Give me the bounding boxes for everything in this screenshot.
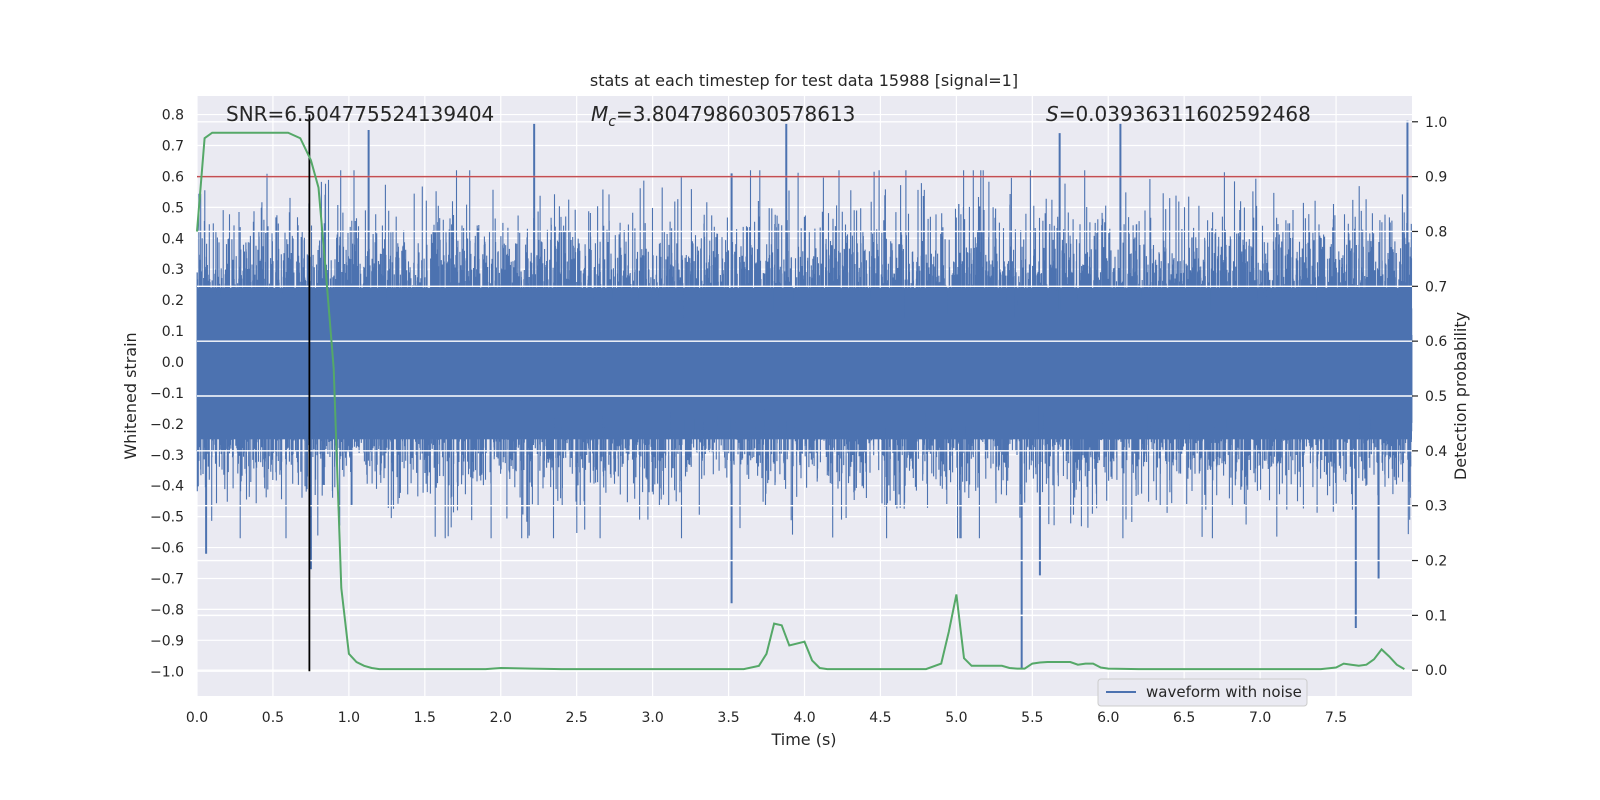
annotation-mc: Mc=3.8047986030578613 — [591, 102, 855, 130]
y-left-tick-label: −0.7 — [150, 571, 184, 587]
x-tick-label: 1.0 — [338, 710, 360, 726]
x-tick-label: 1.5 — [414, 710, 436, 726]
y-left-tick-label: 0.7 — [162, 138, 184, 154]
annotation-s: S=0.03936311602592468 — [1046, 102, 1311, 126]
y-left-tick-label: 0.2 — [162, 293, 184, 309]
y-left-tick-label: 0.0 — [162, 355, 184, 371]
y-right-tick-label: 0.4 — [1425, 444, 1447, 460]
x-tick-label: 7.0 — [1249, 710, 1271, 726]
y-left-tick-label: −0.2 — [150, 417, 184, 433]
detection-probability-line — [196, 131, 1405, 671]
y-left-tick-label: 0.4 — [162, 231, 184, 247]
s-symbol: S — [1046, 102, 1059, 126]
y-left-axis-title: Whitened strain — [121, 332, 140, 459]
x-tick-label: 6.0 — [1097, 710, 1119, 726]
y-right-tick-label: 0.3 — [1425, 499, 1447, 515]
y-left-tick-label: −0.6 — [150, 541, 184, 557]
y-right-tick-label: 0.1 — [1425, 608, 1447, 624]
y-left-tick-label: −0.3 — [150, 448, 184, 464]
y-left-tick-label: −0.8 — [150, 602, 184, 618]
y-left-tick-label: −0.5 — [150, 510, 184, 526]
y-right-tick-label: 0.0 — [1425, 663, 1447, 679]
y-right-tick-label: 0.7 — [1425, 279, 1447, 295]
x-tick-label: 0.5 — [262, 710, 284, 726]
x-tick-label: 6.5 — [1173, 710, 1195, 726]
legend-label: waveform with noise — [1146, 683, 1302, 701]
x-axis-ticks: 0.0 0.5 1.0 1.5 2.0 2.5 3.0 3.5 4.0 4.5 5.0 5.5 6.0 6… — [186, 710, 1347, 726]
legend-box — [1097, 678, 1308, 707]
s-value: =0.03936311602592468 — [1059, 102, 1311, 126]
y-right-axis-ticks: 1.0 0.9 0.8 0.7 0.6 0.5 0.4 0.3 0.2 0.1 0.0 — [1412, 115, 1447, 679]
mc-subscript: c — [608, 114, 616, 130]
x-tick-label: 5.5 — [1021, 710, 1043, 726]
overlays — [196, 114, 1412, 672]
y-left-tick-label: 0.6 — [162, 169, 184, 185]
legend: waveform with noise — [1097, 678, 1308, 707]
y-left-tick-label: 0.8 — [162, 108, 184, 124]
y-right-tick-label: 0.2 — [1425, 554, 1447, 570]
y-right-tick-label: 0.5 — [1425, 389, 1447, 405]
mc-symbol: M — [591, 102, 608, 126]
x-axis-title: Time (s) — [770, 730, 836, 749]
y-left-tick-label: 0.1 — [162, 324, 184, 340]
y-left-tick-label: −1.0 — [150, 664, 184, 680]
y-right-axis-title: Detection probability — [1451, 312, 1470, 480]
x-tick-label: 0.0 — [186, 710, 208, 726]
y-left-tick-label: −0.1 — [150, 386, 184, 402]
x-tick-label: 3.0 — [641, 710, 663, 726]
y-left-tick-label: −0.4 — [150, 479, 184, 495]
waveform-series — [196, 120, 1413, 669]
x-tick-label: 2.5 — [566, 710, 588, 726]
y-right-tick-label: 0.8 — [1425, 224, 1447, 240]
x-tick-label: 5.0 — [945, 710, 967, 726]
y-right-tick-label: 0.6 — [1425, 334, 1447, 350]
y-right-tick-label: 0.9 — [1425, 170, 1447, 186]
x-tick-label: 4.0 — [793, 710, 815, 726]
chart-title: stats at each timestep for test data 159… — [590, 71, 1018, 90]
mc-value: =3.8047986030578613 — [616, 102, 855, 126]
y-right-tick-label: 1.0 — [1425, 115, 1447, 131]
y-left-tick-label: −0.9 — [150, 633, 184, 649]
x-tick-label: 4.5 — [869, 710, 891, 726]
x-tick-label: 2.0 — [490, 710, 512, 726]
y-left-axis-ticks: 0.8 0.7 0.6 0.5 0.4 0.3 0.2 0.1 0.0 −0.1 −0.2 −0.3 −… — [150, 108, 184, 681]
annotation-snr: SNR=6.504775524139404 — [226, 102, 494, 126]
x-tick-label: 7.5 — [1325, 710, 1347, 726]
y-left-tick-label: 0.3 — [162, 262, 184, 278]
x-tick-label: 3.5 — [717, 710, 739, 726]
y-left-tick-label: 0.5 — [162, 200, 184, 216]
